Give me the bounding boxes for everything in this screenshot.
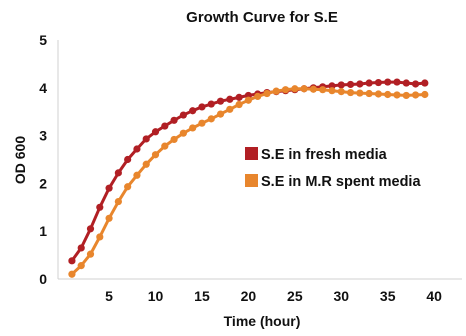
data-point — [133, 171, 141, 179]
data-point — [170, 135, 178, 144]
data-point — [179, 111, 187, 119]
y-tick-label: 1 — [39, 223, 47, 239]
data-point — [272, 87, 280, 95]
x-tick-label: 35 — [380, 288, 396, 304]
data-point — [402, 91, 410, 100]
data-point — [179, 129, 187, 137]
x-tick-label: 20 — [241, 288, 257, 304]
legend: S.E in fresh media S.E in M.R spent media — [245, 147, 421, 190]
y-axis-label: OD 600 — [12, 136, 28, 184]
data-point — [319, 86, 327, 94]
data-point — [244, 96, 252, 104]
data-point — [337, 81, 345, 89]
y-tick-label: 0 — [39, 271, 47, 287]
data-point — [114, 169, 122, 177]
data-point — [189, 124, 197, 132]
data-point — [105, 184, 113, 192]
data-point — [198, 119, 206, 127]
data-point — [142, 135, 150, 143]
x-axis-ticks: 5 10 15 20 25 30 35 40 — [105, 288, 442, 304]
data-point — [346, 88, 355, 97]
data-point — [207, 115, 215, 123]
x-axis-label: Time (hour) — [224, 313, 301, 329]
x-tick-label: 30 — [333, 288, 349, 304]
data-point — [189, 107, 197, 115]
x-tick-label: 25 — [287, 288, 303, 304]
series-layer — [68, 78, 429, 278]
data-point — [411, 80, 420, 88]
x-tick-label: 10 — [148, 288, 164, 304]
data-point — [374, 90, 383, 98]
chart-title: Growth Curve for S.E — [186, 9, 338, 26]
data-point — [337, 88, 345, 96]
data-point — [291, 85, 299, 93]
data-point — [263, 89, 271, 98]
data-point — [393, 91, 401, 99]
data-point — [365, 89, 373, 98]
series-2 — [68, 85, 429, 278]
legend-swatch — [245, 174, 258, 187]
data-point — [68, 270, 76, 278]
data-point — [226, 105, 234, 113]
data-point — [207, 100, 215, 108]
data-point — [346, 80, 355, 89]
y-axis-ticks: 0 1 2 3 4 5 — [39, 32, 47, 287]
data-point — [105, 214, 113, 222]
data-point — [281, 86, 290, 94]
x-tick-label: 5 — [105, 288, 113, 304]
series-line — [70, 80, 426, 262]
data-point — [421, 90, 429, 99]
data-point — [198, 103, 206, 111]
data-point — [77, 262, 85, 270]
data-point — [235, 93, 243, 101]
data-point — [421, 79, 429, 87]
data-point — [356, 89, 364, 97]
data-point — [77, 244, 85, 252]
data-point — [393, 78, 401, 86]
data-point — [151, 151, 160, 159]
data-point — [235, 100, 243, 109]
data-point — [170, 116, 178, 124]
data-point — [216, 110, 225, 118]
data-point — [374, 78, 383, 87]
data-point — [86, 250, 95, 258]
data-point — [124, 155, 132, 164]
data-point — [216, 97, 225, 105]
data-point — [142, 160, 150, 168]
data-point — [300, 85, 308, 93]
y-tick-label: 3 — [39, 128, 47, 144]
legend-label: S.E in fresh media — [261, 147, 388, 163]
data-point — [328, 87, 336, 95]
data-point — [365, 79, 373, 87]
x-tick-label: 40 — [426, 288, 442, 304]
data-point — [384, 90, 392, 99]
data-point — [402, 79, 410, 87]
legend-swatch — [245, 147, 258, 160]
data-point — [96, 233, 104, 241]
y-tick-label: 2 — [39, 175, 47, 191]
data-point — [96, 203, 104, 211]
data-point — [68, 257, 76, 265]
plot-area — [57, 40, 462, 280]
series-1 — [68, 78, 429, 265]
y-tick-label: 4 — [39, 80, 47, 96]
y-tick-label: 5 — [39, 32, 47, 48]
data-point — [161, 122, 169, 130]
data-point — [254, 92, 262, 101]
data-point — [411, 91, 420, 99]
legend-label: S.E in M.R spent media — [261, 174, 421, 190]
data-point — [133, 145, 141, 153]
data-point — [151, 128, 160, 136]
data-point — [161, 142, 169, 150]
data-point — [384, 78, 392, 86]
data-point — [114, 197, 122, 206]
data-point — [124, 183, 132, 191]
x-tick-label: 15 — [194, 288, 210, 304]
data-point — [356, 80, 364, 88]
data-point — [226, 95, 234, 103]
data-point — [309, 85, 318, 93]
data-point — [86, 225, 95, 233]
